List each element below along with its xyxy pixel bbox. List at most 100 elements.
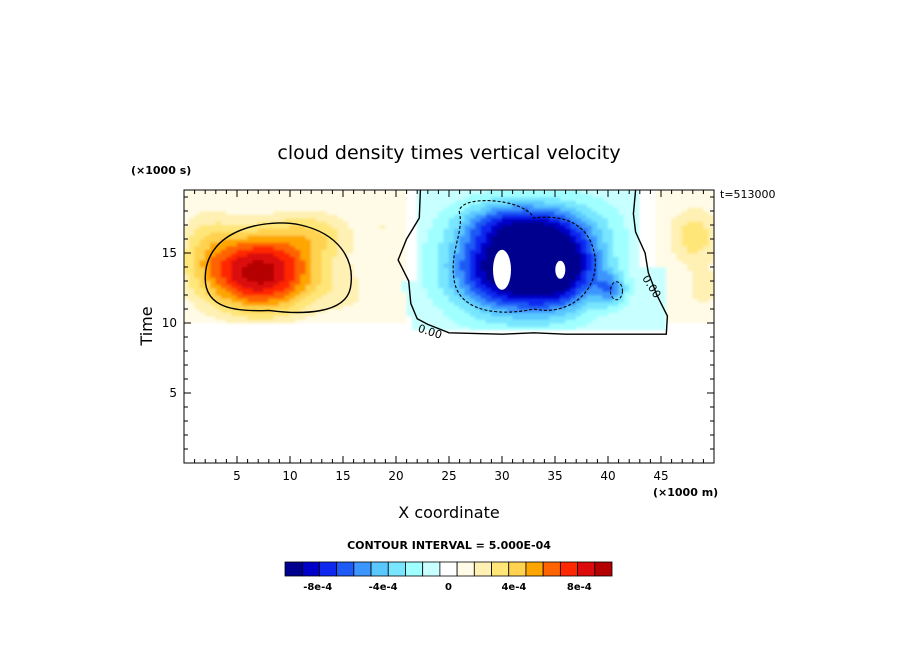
field-cell xyxy=(342,326,349,331)
field-cell xyxy=(703,417,709,422)
field-cell xyxy=(544,424,550,429)
field-cell xyxy=(210,434,217,439)
field-cell xyxy=(416,420,423,425)
field-cell xyxy=(427,326,434,331)
field-cell xyxy=(316,459,323,463)
field-cell xyxy=(650,315,656,320)
field-cell xyxy=(660,420,667,425)
field-cell xyxy=(443,459,450,463)
field-cell xyxy=(374,392,381,397)
field-cell xyxy=(337,291,344,296)
field-cell xyxy=(459,455,466,460)
field-cell xyxy=(236,392,243,397)
field-cell xyxy=(613,420,619,425)
field-cell xyxy=(416,298,423,303)
field-cell xyxy=(634,413,641,418)
field-cell xyxy=(363,312,370,317)
field-cell xyxy=(544,413,550,418)
field-cell xyxy=(390,410,397,415)
field-cell xyxy=(666,410,672,415)
field-cell xyxy=(501,399,508,404)
field-cell xyxy=(242,378,248,383)
field-cell xyxy=(708,406,714,411)
field-cell xyxy=(385,357,391,362)
field-cell xyxy=(485,382,492,387)
field-cell xyxy=(300,382,307,387)
field-cell xyxy=(448,420,455,425)
field-cell xyxy=(602,431,609,436)
field-cell xyxy=(703,298,709,303)
field-cell xyxy=(353,322,360,327)
field-cell xyxy=(184,368,190,373)
field-cell xyxy=(432,364,439,369)
field-cell xyxy=(220,326,227,331)
field-cell xyxy=(522,312,529,317)
field-cell xyxy=(342,322,349,327)
field-cell xyxy=(517,329,524,334)
field-cell xyxy=(369,336,376,341)
field-cell xyxy=(316,441,323,446)
field-cell xyxy=(496,441,503,446)
field-cell xyxy=(231,406,238,411)
field-cell xyxy=(263,291,270,296)
field-cell xyxy=(279,427,285,432)
field-cell xyxy=(416,305,423,310)
field-cell xyxy=(628,392,635,397)
field-cell xyxy=(459,424,466,429)
field-cell xyxy=(358,438,365,443)
field-cell xyxy=(385,375,391,380)
field-cell xyxy=(676,368,683,373)
field-cell xyxy=(422,420,429,425)
field-cell xyxy=(655,399,662,404)
field-cell xyxy=(496,392,503,397)
field-cell xyxy=(348,322,354,327)
field-cell xyxy=(379,452,386,457)
field-cell xyxy=(597,389,603,394)
field-cell xyxy=(199,445,206,450)
field-cell xyxy=(454,354,460,359)
field-cell xyxy=(671,385,678,390)
field-cell xyxy=(204,326,211,331)
field-cell xyxy=(321,392,328,397)
field-cell xyxy=(348,410,354,415)
field-cell xyxy=(316,382,323,387)
field-cell xyxy=(422,424,429,429)
field-cell xyxy=(469,333,476,338)
field-cell xyxy=(464,448,471,453)
field-cell xyxy=(273,441,280,446)
field-cell xyxy=(422,413,429,418)
field-cell xyxy=(273,438,280,443)
field-cell xyxy=(570,445,577,450)
field-cell xyxy=(210,406,217,411)
field-cell xyxy=(660,322,667,327)
field-cell xyxy=(687,420,694,425)
field-cell xyxy=(295,424,301,429)
field-cell xyxy=(517,427,524,432)
field-cell xyxy=(597,350,603,355)
field-cell xyxy=(326,298,333,303)
field-cell xyxy=(512,406,519,411)
field-cell xyxy=(554,350,561,355)
field-cell xyxy=(257,354,264,359)
field-cell xyxy=(554,420,561,425)
field-cell xyxy=(231,413,238,418)
field-cell xyxy=(263,340,270,345)
field-cell xyxy=(363,392,370,397)
field-cell xyxy=(443,354,450,359)
field-cell xyxy=(406,319,413,324)
field-cell xyxy=(591,312,598,317)
field-cell xyxy=(459,347,466,352)
field-cell xyxy=(263,417,270,422)
field-cell xyxy=(581,452,588,457)
field-cell xyxy=(194,350,201,355)
field-cell xyxy=(650,308,656,313)
field-cell xyxy=(517,336,524,341)
field-cell xyxy=(422,326,429,331)
field-cell xyxy=(353,315,360,320)
field-cell xyxy=(618,382,625,387)
field-cell xyxy=(236,298,243,303)
field-cell xyxy=(242,385,248,390)
field-cell xyxy=(379,357,386,362)
field-cell xyxy=(204,350,211,355)
field-cell xyxy=(406,378,413,383)
